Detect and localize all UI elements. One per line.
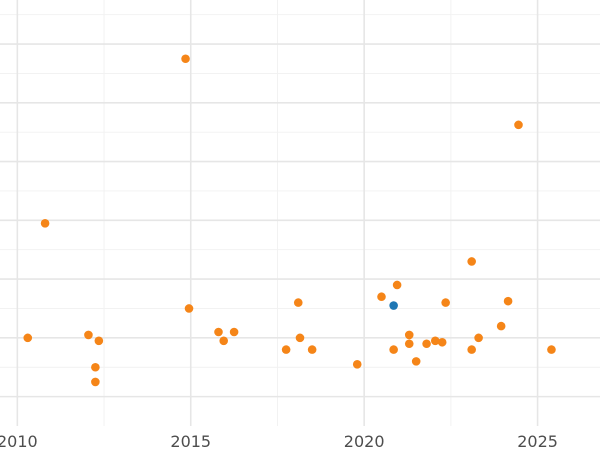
data-point [389, 345, 398, 354]
data-point [377, 292, 386, 302]
data-point [40, 218, 50, 228]
x-tick-label: 2015 [170, 432, 211, 450]
x-axis-tick-labels: 2010 2015 2020 2025 [0, 432, 558, 450]
data-point [295, 333, 305, 343]
data-point [293, 298, 303, 307]
data-point [514, 120, 523, 130]
data-point [441, 298, 450, 307]
data-point [84, 330, 93, 340]
x-tick-label: 2010 [0, 432, 38, 450]
data-point [503, 296, 513, 306]
data-points [23, 54, 556, 387]
data-point [91, 362, 100, 372]
data-point [430, 336, 440, 346]
data-point [229, 327, 239, 337]
data-point [352, 360, 362, 369]
data-point [467, 345, 476, 354]
data-point [392, 280, 402, 290]
data-point [404, 339, 414, 349]
grid [0, 0, 600, 426]
data-point [94, 336, 104, 346]
data-point [181, 54, 190, 64]
data-point [496, 321, 506, 331]
data-point [281, 345, 291, 354]
data-point [422, 339, 431, 349]
x-tick-label: 2020 [344, 432, 385, 450]
data-point [547, 345, 556, 354]
data-point [467, 257, 476, 266]
data-point [219, 336, 228, 346]
data-point [474, 333, 483, 343]
data-point [214, 327, 223, 337]
data-point [437, 337, 447, 347]
x-tick-label: 2025 [517, 432, 558, 450]
data-point [411, 357, 421, 366]
data-point [404, 330, 414, 340]
data-point [184, 304, 194, 313]
data-point [91, 377, 100, 387]
data-point [307, 345, 317, 354]
data-point [23, 333, 33, 343]
data-point [389, 301, 398, 310]
